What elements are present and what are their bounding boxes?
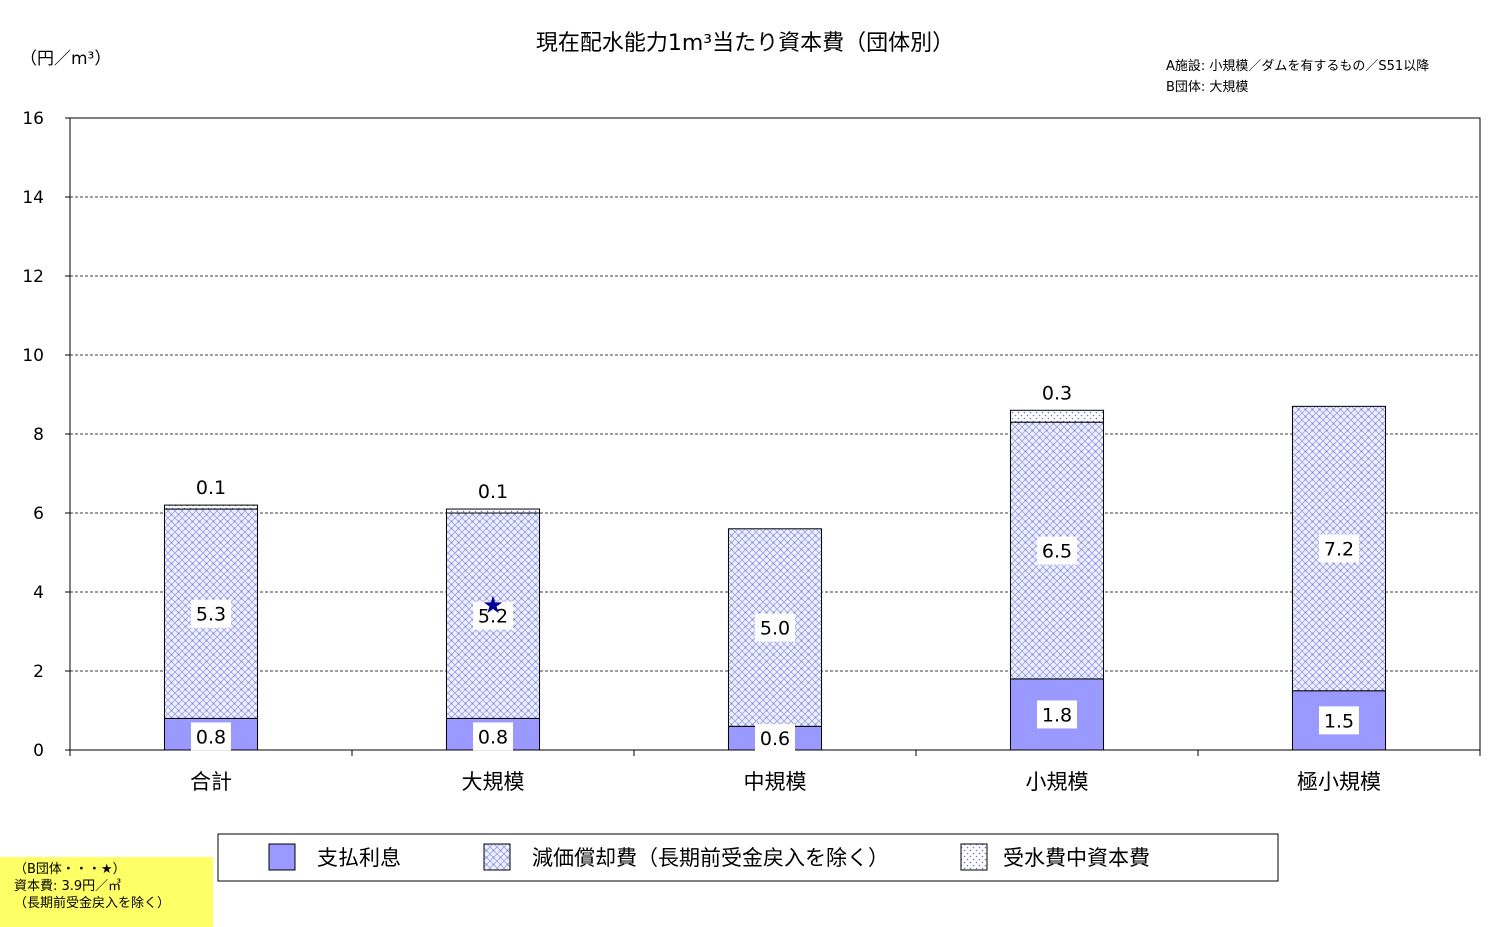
legend-label-interest: 支払利息 bbox=[317, 846, 401, 870]
value-label: 0.1 bbox=[196, 477, 226, 499]
bar-segment-water-purchase bbox=[1009, 409, 1105, 423]
value-label-bg bbox=[755, 724, 795, 752]
x-tick-label: 小規模 bbox=[1026, 770, 1089, 794]
value-label: 0.6 bbox=[755, 724, 795, 752]
value-label: 5.2 bbox=[473, 601, 513, 630]
x-tick-label: 大規模 bbox=[462, 770, 525, 794]
value-label-text: 1.8 bbox=[1042, 704, 1072, 726]
y-tick-label: 8 bbox=[33, 425, 44, 445]
bars bbox=[163, 405, 1387, 751]
y-tick-label: 16 bbox=[22, 109, 44, 129]
value-label: 0.1 bbox=[478, 481, 508, 503]
bar-segment-water-purchase bbox=[163, 504, 259, 510]
value-label-text: 0.3 bbox=[1042, 382, 1072, 404]
value-label-bg bbox=[1319, 706, 1359, 735]
gridlines bbox=[70, 196, 1480, 672]
value-label-text: 6.5 bbox=[1042, 541, 1072, 563]
y-tick-label: 12 bbox=[22, 267, 44, 287]
value-label-text: 5.0 bbox=[760, 618, 790, 640]
corner-note-line-2: B団体: 大規模 bbox=[1166, 80, 1248, 95]
x-tick-label: 極小規模 bbox=[1297, 770, 1381, 794]
value-label-text: 5.2 bbox=[478, 606, 508, 628]
star-marker-icon: ★ bbox=[482, 591, 504, 619]
y-axis-unit-label: （円／m³） bbox=[20, 49, 111, 69]
note-box: （B団体・・・★） 資本費: 3.9円／㎥ （長期前受金戻入を除く） bbox=[0, 857, 213, 927]
note-line-2: 資本費: 3.9円／㎥ bbox=[14, 879, 122, 894]
value-label: 1.5 bbox=[1319, 706, 1359, 735]
y-tick-label: 14 bbox=[22, 188, 44, 208]
y-tick-label: 6 bbox=[33, 504, 44, 524]
x-tick-label: 合計 bbox=[190, 770, 232, 794]
value-label: 5.0 bbox=[755, 613, 795, 642]
note-line-1: （B団体・・・★） bbox=[14, 862, 126, 877]
value-label-text: 1.5 bbox=[1324, 710, 1354, 732]
y-tick-label: 2 bbox=[33, 662, 44, 682]
value-label: 7.2 bbox=[1319, 534, 1359, 563]
value-label: 6.5 bbox=[1037, 536, 1077, 565]
bar-segment-water-purchase bbox=[445, 508, 541, 514]
value-label-text: 0.1 bbox=[196, 477, 226, 499]
value-label-bg bbox=[1319, 534, 1359, 563]
chart-title: 現在配水能力1m³当たり資本費（団体別） bbox=[536, 31, 954, 56]
note-line-3: （長期前受金戻入を除く） bbox=[14, 896, 171, 911]
legend-swatch-depreciation bbox=[483, 843, 511, 871]
value-label: 0.3 bbox=[1042, 382, 1072, 404]
value-label-bg bbox=[473, 601, 513, 630]
value-label: 1.8 bbox=[1037, 700, 1077, 729]
value-label: 5.3 bbox=[191, 599, 231, 628]
value-label: 0.8 bbox=[191, 722, 231, 751]
value-label-bg bbox=[473, 722, 513, 751]
value-label-text: 0.8 bbox=[196, 726, 226, 748]
legend-label-depreciation: 減価償却費（長期前受金戻入を除く） bbox=[532, 846, 889, 870]
value-label-bg bbox=[1037, 536, 1077, 565]
legend: 支払利息 減価償却費（長期前受金戻入を除く） 受水費中資本費 bbox=[217, 833, 1279, 882]
legend-swatch-interest bbox=[268, 843, 296, 871]
value-labels: 0.8 5.3 0.1 0.8 5.2 0.1 0.6 5.0 1.8 6.5 0.3 1.5 7.2 bbox=[191, 382, 1359, 752]
y-axis-ticks: 0 2 4 6 8 10 12 14 16 bbox=[22, 109, 70, 761]
marker-layer: ★ bbox=[482, 591, 504, 619]
value-label-bg bbox=[191, 599, 231, 628]
value-label: 0.8 bbox=[473, 722, 513, 751]
y-tick-label: 10 bbox=[22, 346, 44, 366]
value-label-bg bbox=[1037, 700, 1077, 729]
y-tick-label: 0 bbox=[33, 741, 44, 761]
value-label-text: 5.3 bbox=[196, 604, 226, 626]
x-axis-ticks: 合計 大規模 中規模 小規模 極小規模 bbox=[69, 750, 1481, 794]
value-label-text: 0.8 bbox=[478, 726, 508, 748]
value-label-text: 7.2 bbox=[1324, 539, 1354, 561]
legend-label-water-purchase: 受水費中資本費 bbox=[1003, 846, 1150, 870]
x-tick-label: 中規模 bbox=[744, 770, 807, 794]
legend-frame bbox=[217, 833, 1279, 882]
value-label-bg bbox=[191, 722, 231, 751]
y-tick-label: 4 bbox=[33, 583, 44, 603]
corner-note-line-1: A施設: 小規模／ダムを有するもの／S51以降 bbox=[1166, 58, 1429, 74]
value-label-bg bbox=[755, 613, 795, 642]
legend-swatch-water-purchase bbox=[960, 843, 988, 871]
value-label-text: 0.6 bbox=[760, 728, 790, 750]
value-label-text: 0.1 bbox=[478, 481, 508, 503]
